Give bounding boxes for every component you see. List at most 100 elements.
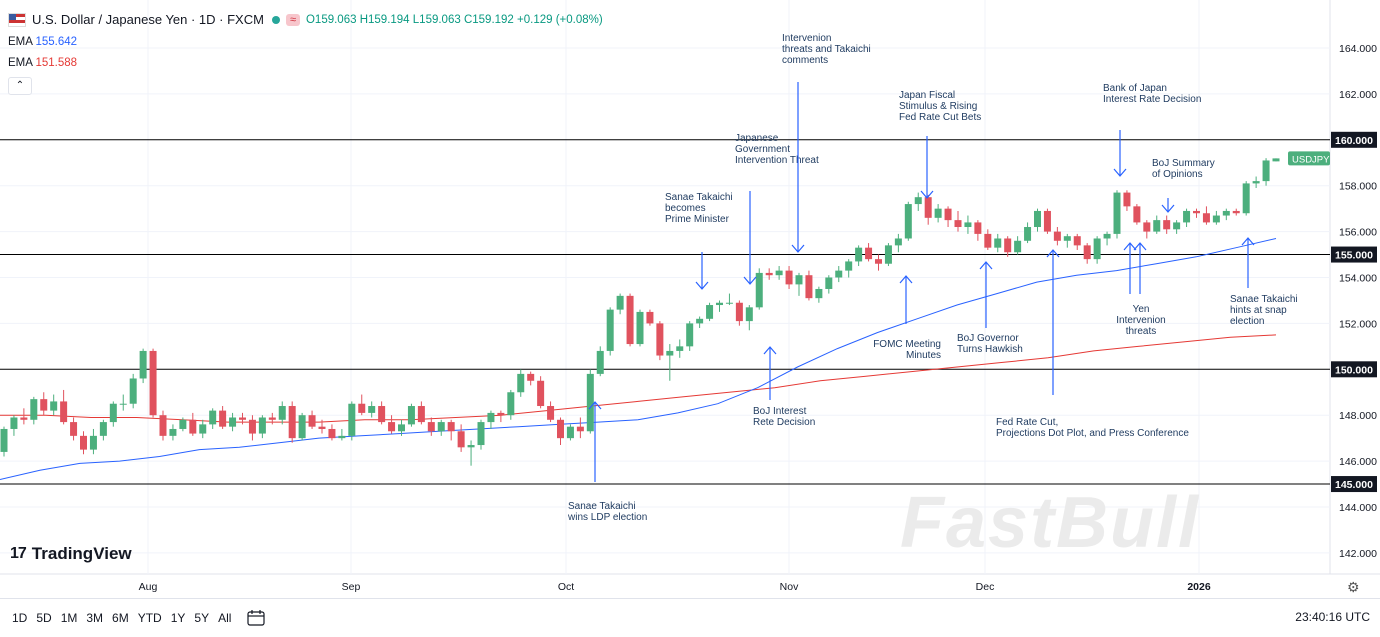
- candle: [1252, 176, 1260, 188]
- candle: [1043, 208, 1051, 234]
- candle: [547, 401, 555, 423]
- time-axis: Aug Sep Oct Nov Dec 2026: [139, 581, 1211, 593]
- candle-body: [447, 422, 455, 432]
- annotation-label: Stimulus & Rising: [899, 101, 977, 112]
- candle: [199, 419, 207, 439]
- settings-gear-icon[interactable]: ⚙: [1347, 579, 1360, 595]
- candle: [1222, 208, 1230, 221]
- timeframe-6m[interactable]: 6M: [112, 611, 129, 625]
- candle: [239, 412, 246, 425]
- ema-fast-line: [0, 238, 1277, 480]
- candle-body: [477, 422, 485, 446]
- timeframe-5d[interactable]: 5D: [36, 611, 52, 625]
- candle: [1083, 243, 1091, 264]
- candle: [119, 394, 127, 411]
- candle: [1202, 206, 1210, 225]
- candle: [40, 392, 48, 416]
- annotation-label: hints at snap: [1230, 305, 1287, 316]
- candle: [835, 266, 843, 283]
- candle-body: [1034, 210, 1041, 228]
- chevron-up-icon[interactable]: ⌃: [8, 77, 32, 95]
- candle-body: [179, 419, 187, 429]
- candle-body: [566, 426, 574, 439]
- level-tag-label: 155.000: [1335, 250, 1373, 262]
- annotation-label: election: [1230, 316, 1264, 327]
- candle: [229, 412, 237, 432]
- annotation-label: Turns Hawkish: [957, 344, 1023, 355]
- candle: [60, 389, 68, 425]
- candle-body: [1073, 236, 1081, 246]
- candle: [616, 293, 624, 315]
- candle-body: [119, 403, 127, 405]
- fastbull-watermark: FastBull: [900, 483, 1201, 563]
- candle-body: [1093, 238, 1101, 260]
- ema-slow-legend[interactable]: EMA 151.588: [8, 57, 77, 69]
- candle-body: [109, 403, 117, 423]
- symbol-title[interactable]: U.S. Dollar / Japanese Yen · 1D · FXCM: [32, 12, 264, 27]
- timeframe-5y[interactable]: 5Y: [194, 611, 210, 625]
- timeframe-1d[interactable]: 1D: [12, 611, 28, 625]
- candle-body: [80, 435, 87, 450]
- ema-slow-value: 151.588: [35, 57, 78, 69]
- annotation-label: threats: [1126, 326, 1157, 337]
- annotation-label: Intervention Threat: [735, 155, 819, 166]
- candle: [566, 424, 574, 441]
- annotation-label: Intervenion: [1116, 315, 1165, 326]
- candle-body: [358, 403, 366, 413]
- timeframe-1y[interactable]: 1Y: [170, 611, 186, 625]
- candle-body: [696, 318, 704, 324]
- candle: [139, 348, 147, 384]
- y-tick-label: 142.000: [1339, 548, 1377, 560]
- candle: [1113, 190, 1121, 239]
- candle-body: [775, 270, 783, 276]
- timeframe-1m[interactable]: 1M: [60, 611, 78, 625]
- candle-body: [725, 302, 733, 304]
- candle-body: [875, 259, 882, 264]
- candle-body: [268, 417, 276, 420]
- candle: [606, 307, 614, 356]
- flag-icon: [8, 12, 26, 27]
- candle: [964, 215, 972, 234]
- candle: [904, 201, 912, 241]
- candle-body: [1053, 231, 1061, 241]
- price-chart[interactable]: 160.000 155.000 150.000 145.000 USDJPY Sana…: [0, 0, 1380, 598]
- annotation-label: Rete Decision: [753, 417, 815, 428]
- ema-fast-legend[interactable]: EMA 155.642: [8, 36, 77, 48]
- candle: [1004, 236, 1012, 257]
- candle: [318, 419, 326, 434]
- annotation-arrow-head: [695, 281, 709, 290]
- candle-body: [129, 378, 137, 404]
- candle-body: [944, 208, 952, 221]
- candle-body: [1252, 181, 1260, 184]
- candle-body: [507, 392, 515, 416]
- annotation-label: Sanae Takaichi: [665, 192, 733, 203]
- timeframe-all[interactable]: All: [218, 611, 232, 625]
- candle-body: [298, 415, 306, 439]
- calendar-range-icon[interactable]: [247, 610, 266, 626]
- candle-body: [646, 311, 654, 324]
- candle: [994, 233, 1002, 253]
- candle: [1163, 215, 1171, 234]
- candle: [656, 321, 664, 361]
- compare-pill[interactable]: ≈: [285, 13, 300, 26]
- candle: [576, 417, 584, 439]
- annotation-arrow-head: [1113, 168, 1127, 177]
- annotation-arrow-head: [763, 346, 777, 355]
- level-tag-label: 160.000: [1335, 135, 1373, 147]
- high-value: H159.194: [359, 13, 410, 26]
- candle-body: [636, 311, 644, 345]
- timeframe-3m[interactable]: 3M: [86, 611, 104, 625]
- candle: [447, 419, 455, 441]
- candle: [1262, 158, 1270, 186]
- open-value: O159.063: [305, 13, 357, 26]
- candle-body: [1222, 210, 1230, 216]
- candle-body: [964, 222, 972, 228]
- candle: [1183, 208, 1191, 228]
- annotation-arrow-head: [743, 276, 757, 285]
- candle-body: [1153, 220, 1161, 232]
- candle-body: [10, 417, 18, 429]
- candle-body: [99, 422, 107, 436]
- candle: [99, 419, 107, 441]
- utc-clock[interactable]: 23:40:16 UTC: [1295, 610, 1370, 624]
- timeframe-ytd[interactable]: YTD: [137, 611, 162, 625]
